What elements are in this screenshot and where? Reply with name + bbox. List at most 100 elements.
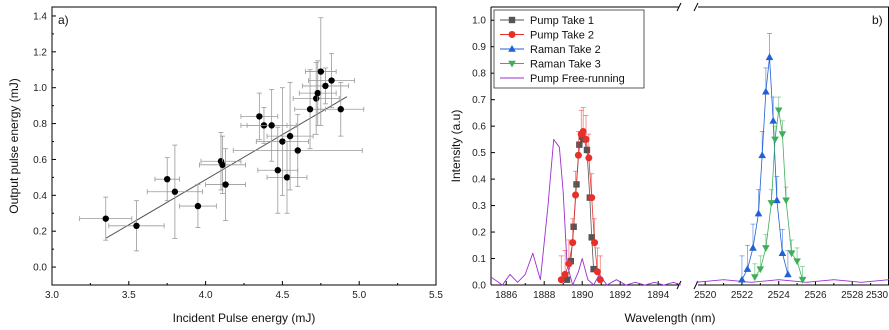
legend-marker-0 [508,16,516,24]
panel-a-x-tick-label: 4.0 [199,290,213,301]
data-point-3 [751,274,759,282]
data-point-2 [769,116,777,124]
panel-a-y-tick-label: 1.2 [33,47,47,58]
legend-label-4: Pump Free-running [530,73,625,85]
data-point-1 [596,276,604,284]
panel-a-x-tick-label: 3.0 [45,290,59,301]
data-point-3 [782,197,790,205]
data-point-3 [767,200,776,207]
data-point-3 [756,266,765,274]
data-point-0 [570,223,577,230]
data-point-2 [754,209,763,217]
data-point-0 [583,146,591,154]
panel-b-y-tick-label: 0.5 [472,148,486,159]
panel-a-data-point [312,95,320,102]
data-point-1 [574,151,582,159]
data-point-2 [765,53,774,61]
panel-a-data-point [294,147,301,154]
data-point-3 [774,107,783,115]
axis-break-mark [676,2,682,12]
panel-a-data-point [164,175,171,183]
panel-a-y-tick-label: 1.4 [33,11,47,22]
panel-a-data-point [194,202,202,210]
data-point-0 [576,141,583,148]
panel-a-x-tick-label: 5.5 [429,290,443,301]
panel-a-y-axis-title: Output pulse energy (mJ) [7,78,21,213]
axis-break-mark [676,280,682,290]
panel-a-data-point [133,222,140,230]
panel-a-y-tick-label: 1.0 [33,83,47,94]
data-point-3 [778,131,787,139]
panel-a-x-tick-label: 3.5 [122,290,136,301]
series-line-4 [695,279,889,283]
data-point-0 [588,234,595,241]
panel-b-x-tick-label: 1892 [609,290,632,301]
legend-label-3: Raman Take 3 [530,59,601,71]
panel-a-data-point [337,106,344,113]
panel-b-y-tick-label: 1.0 [472,16,486,27]
panel-b-y-tick-label: 0.7 [472,95,486,106]
panel-a-data-point [219,161,226,169]
axis-break-mark [693,2,699,12]
data-point-3 [787,250,796,258]
legend-marker-3 [508,60,516,68]
data-point-1 [591,239,599,247]
data-point-2 [762,87,770,95]
data-point-2 [778,249,787,257]
data-point-0 [563,276,571,283]
data-point-1 [572,191,580,199]
panel-b-y-tick-label: 0.2 [472,228,486,239]
data-point-2 [743,265,752,272]
panel-b-y-tick-label: 0.1 [472,254,486,265]
panel-a-data-point [256,113,263,120]
panel-a-data-point [274,167,281,174]
panel-b-x-tick-label: 1886 [495,290,518,301]
data-point-1 [579,127,587,135]
data-point-1 [593,268,601,276]
panel-b-x-tick-label: 2520 [694,290,717,301]
panel-b-x-tick-label: 2528 [841,290,864,301]
panel-b-x-tick-label: 2522 [731,290,754,301]
data-point-3 [771,136,779,144]
legend-label-1: Pump Take 2 [530,30,594,42]
data-point-0 [590,265,597,273]
data-point-2 [784,270,792,278]
panel-b-label: b) [872,13,883,27]
data-point-2 [749,243,757,251]
panel-b-x-tick-label: 2526 [804,290,827,301]
panel-a-data-point [306,106,314,113]
panel-b-y-tick-label: 0.3 [472,201,486,212]
panel-a-label: a) [58,13,69,27]
panel-a-x-axis-title: Incident Pulse energy (mJ) [173,311,316,325]
series-line-4 [490,138,682,286]
panel-b-x-tick-label: 1888 [533,290,556,301]
legend-marker-2 [508,45,516,52]
panel-b-y-tick-label: 0.6 [472,122,486,133]
panel-a-data-point [102,215,109,222]
data-point-0 [573,181,580,188]
data-point-1 [588,194,596,202]
data-point-1 [557,276,565,284]
panel-a-x-tick-label: 5.0 [352,290,366,301]
panel-a-data-point [314,89,321,97]
data-point-3 [798,276,807,284]
legend-marker-1 [508,31,516,38]
panel-b-x-tick-label: 2524 [768,290,791,301]
panel-a-data-point [222,181,229,188]
legend-label-0: Pump Take 1 [530,15,594,27]
panel-b-y-tick-label: 0.4 [472,175,486,186]
panel-a-data-point [283,174,291,181]
legend-label-2: Raman Take 2 [530,44,601,56]
data-point-2 [773,196,781,204]
panel-a-y-tick-label: 0.6 [33,155,47,166]
data-point-3 [762,245,770,252]
panel-a-y-tick-label: 0.0 [33,263,47,274]
panel-a-frame [51,6,437,286]
panel-a-data-point [279,138,286,145]
data-point-1 [569,239,577,247]
panel-a-y-tick-label: 0.8 [33,119,47,130]
panel-b-y-tick-label: 0.0 [472,281,486,292]
panel-a-data-point [268,122,275,129]
